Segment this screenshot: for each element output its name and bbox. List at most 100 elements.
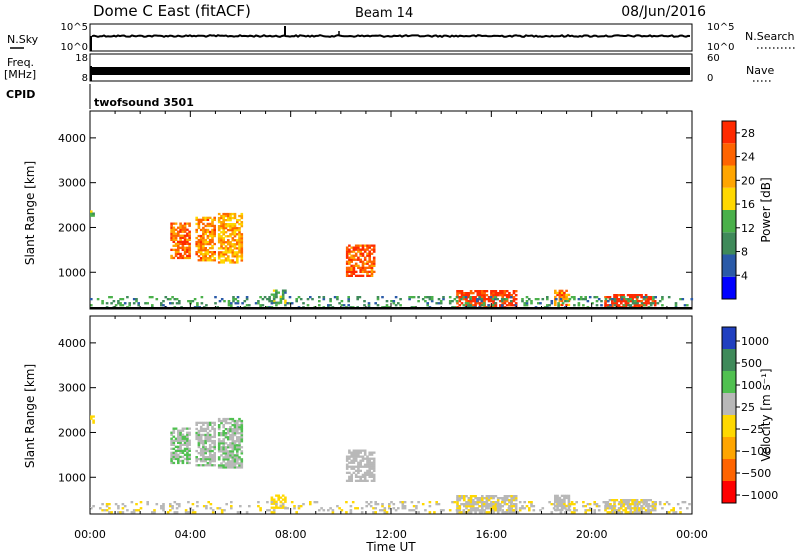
echo-cell (236, 259, 239, 262)
echo-cell (629, 509, 633, 512)
echo-cell (204, 242, 207, 246)
echo-cell (472, 296, 475, 299)
echo-cell (224, 245, 228, 248)
echo-cell (606, 511, 610, 514)
echo-cell (483, 505, 486, 508)
echo-cell (177, 439, 180, 442)
echo-cell (224, 464, 228, 467)
echo-patch-3 (217, 212, 244, 264)
echo-cell (240, 446, 244, 449)
echo-cell (575, 501, 578, 504)
echo-cell (638, 509, 641, 512)
echo-cell (231, 456, 235, 459)
echo-cell (490, 290, 493, 293)
echo-cell (525, 296, 529, 299)
echo-cell (101, 300, 104, 303)
echo-cell (204, 228, 207, 232)
echo-cell (186, 427, 189, 430)
echo-cell (179, 228, 182, 231)
echo-cell (191, 503, 195, 506)
echo-cell (421, 298, 425, 301)
echo-cell (469, 296, 472, 299)
echo-cell (309, 503, 312, 506)
echo-cell (204, 249, 207, 252)
echo-cell (90, 214, 93, 217)
echo-cell (354, 246, 358, 249)
echo-cell (227, 255, 230, 258)
echo-cell (357, 475, 360, 478)
echo-cell (492, 290, 495, 293)
echo-cell (345, 272, 349, 275)
echo-cell (514, 294, 518, 297)
echo-cell (615, 298, 619, 301)
echo-cell (558, 496, 562, 500)
echo-cell (570, 296, 574, 299)
echo-cell (483, 298, 486, 301)
echo-cell (240, 421, 244, 425)
echo-cell (162, 505, 165, 508)
echo-cell (625, 298, 628, 301)
echo-cell (211, 240, 214, 244)
echo-cell (490, 294, 493, 297)
echo-cell (512, 503, 516, 506)
echo-cell (105, 503, 109, 506)
echo-cell (350, 260, 353, 263)
echo-cell (177, 461, 180, 465)
echo-cell (172, 429, 176, 432)
echo-cell (217, 219, 221, 222)
echo-cell (363, 250, 367, 253)
echo-cell (647, 511, 651, 514)
freq-trace (92, 67, 690, 75)
echo-cell (188, 230, 191, 233)
echo-cell (199, 240, 203, 244)
echo-cell (363, 266, 367, 269)
echo-cell (501, 294, 504, 297)
echo-cell (197, 452, 201, 455)
echo-cell (222, 239, 225, 242)
echo-cell (213, 226, 216, 230)
echo-cell (222, 446, 225, 449)
echo-cell (635, 499, 639, 502)
y-tick-label: 1000 (58, 266, 86, 279)
echo-cell (229, 219, 232, 222)
echo-cell (204, 437, 207, 441)
echo-cell (108, 296, 111, 299)
echo-cell (206, 431, 210, 435)
echo-cell (202, 460, 205, 463)
echo-cell (563, 496, 566, 500)
echo-cell (172, 435, 176, 438)
echo-cell (357, 467, 360, 470)
echo-cell (224, 419, 228, 423)
echo-cell (358, 296, 362, 299)
echo-cell (188, 232, 191, 235)
echo-cell (474, 503, 477, 506)
echo-cell (629, 294, 632, 297)
echo-cell (217, 253, 221, 256)
echo-cell (177, 232, 180, 235)
echo-cell (397, 302, 400, 305)
echo-cell (525, 505, 529, 508)
echo-cell (162, 503, 165, 506)
echo-cell (179, 254, 182, 258)
echo-cell (197, 244, 201, 248)
echo-cell (478, 290, 482, 293)
echo-cell (211, 228, 214, 232)
echo-cell (155, 298, 159, 301)
echo-cell (197, 421, 201, 424)
echo-cell (558, 508, 562, 512)
echo-cell (370, 268, 374, 271)
echo-cell (458, 505, 462, 508)
echo-cell (361, 473, 365, 476)
echo-cell (171, 507, 174, 510)
echo-cell (487, 505, 491, 508)
echo-cell (204, 447, 207, 451)
echo-cell (359, 449, 362, 452)
nsky-panel: N.Sky 10^5 10^0 10^5 10^0 N.Search (7, 22, 796, 53)
echo-cell (231, 417, 235, 421)
echo-cell (496, 511, 500, 514)
echo-cell (480, 298, 484, 301)
echo-cell (359, 455, 362, 458)
power-colorbar-tick-label: 28 (741, 127, 755, 140)
echo-cell (318, 296, 321, 299)
echo-cell (222, 216, 225, 220)
